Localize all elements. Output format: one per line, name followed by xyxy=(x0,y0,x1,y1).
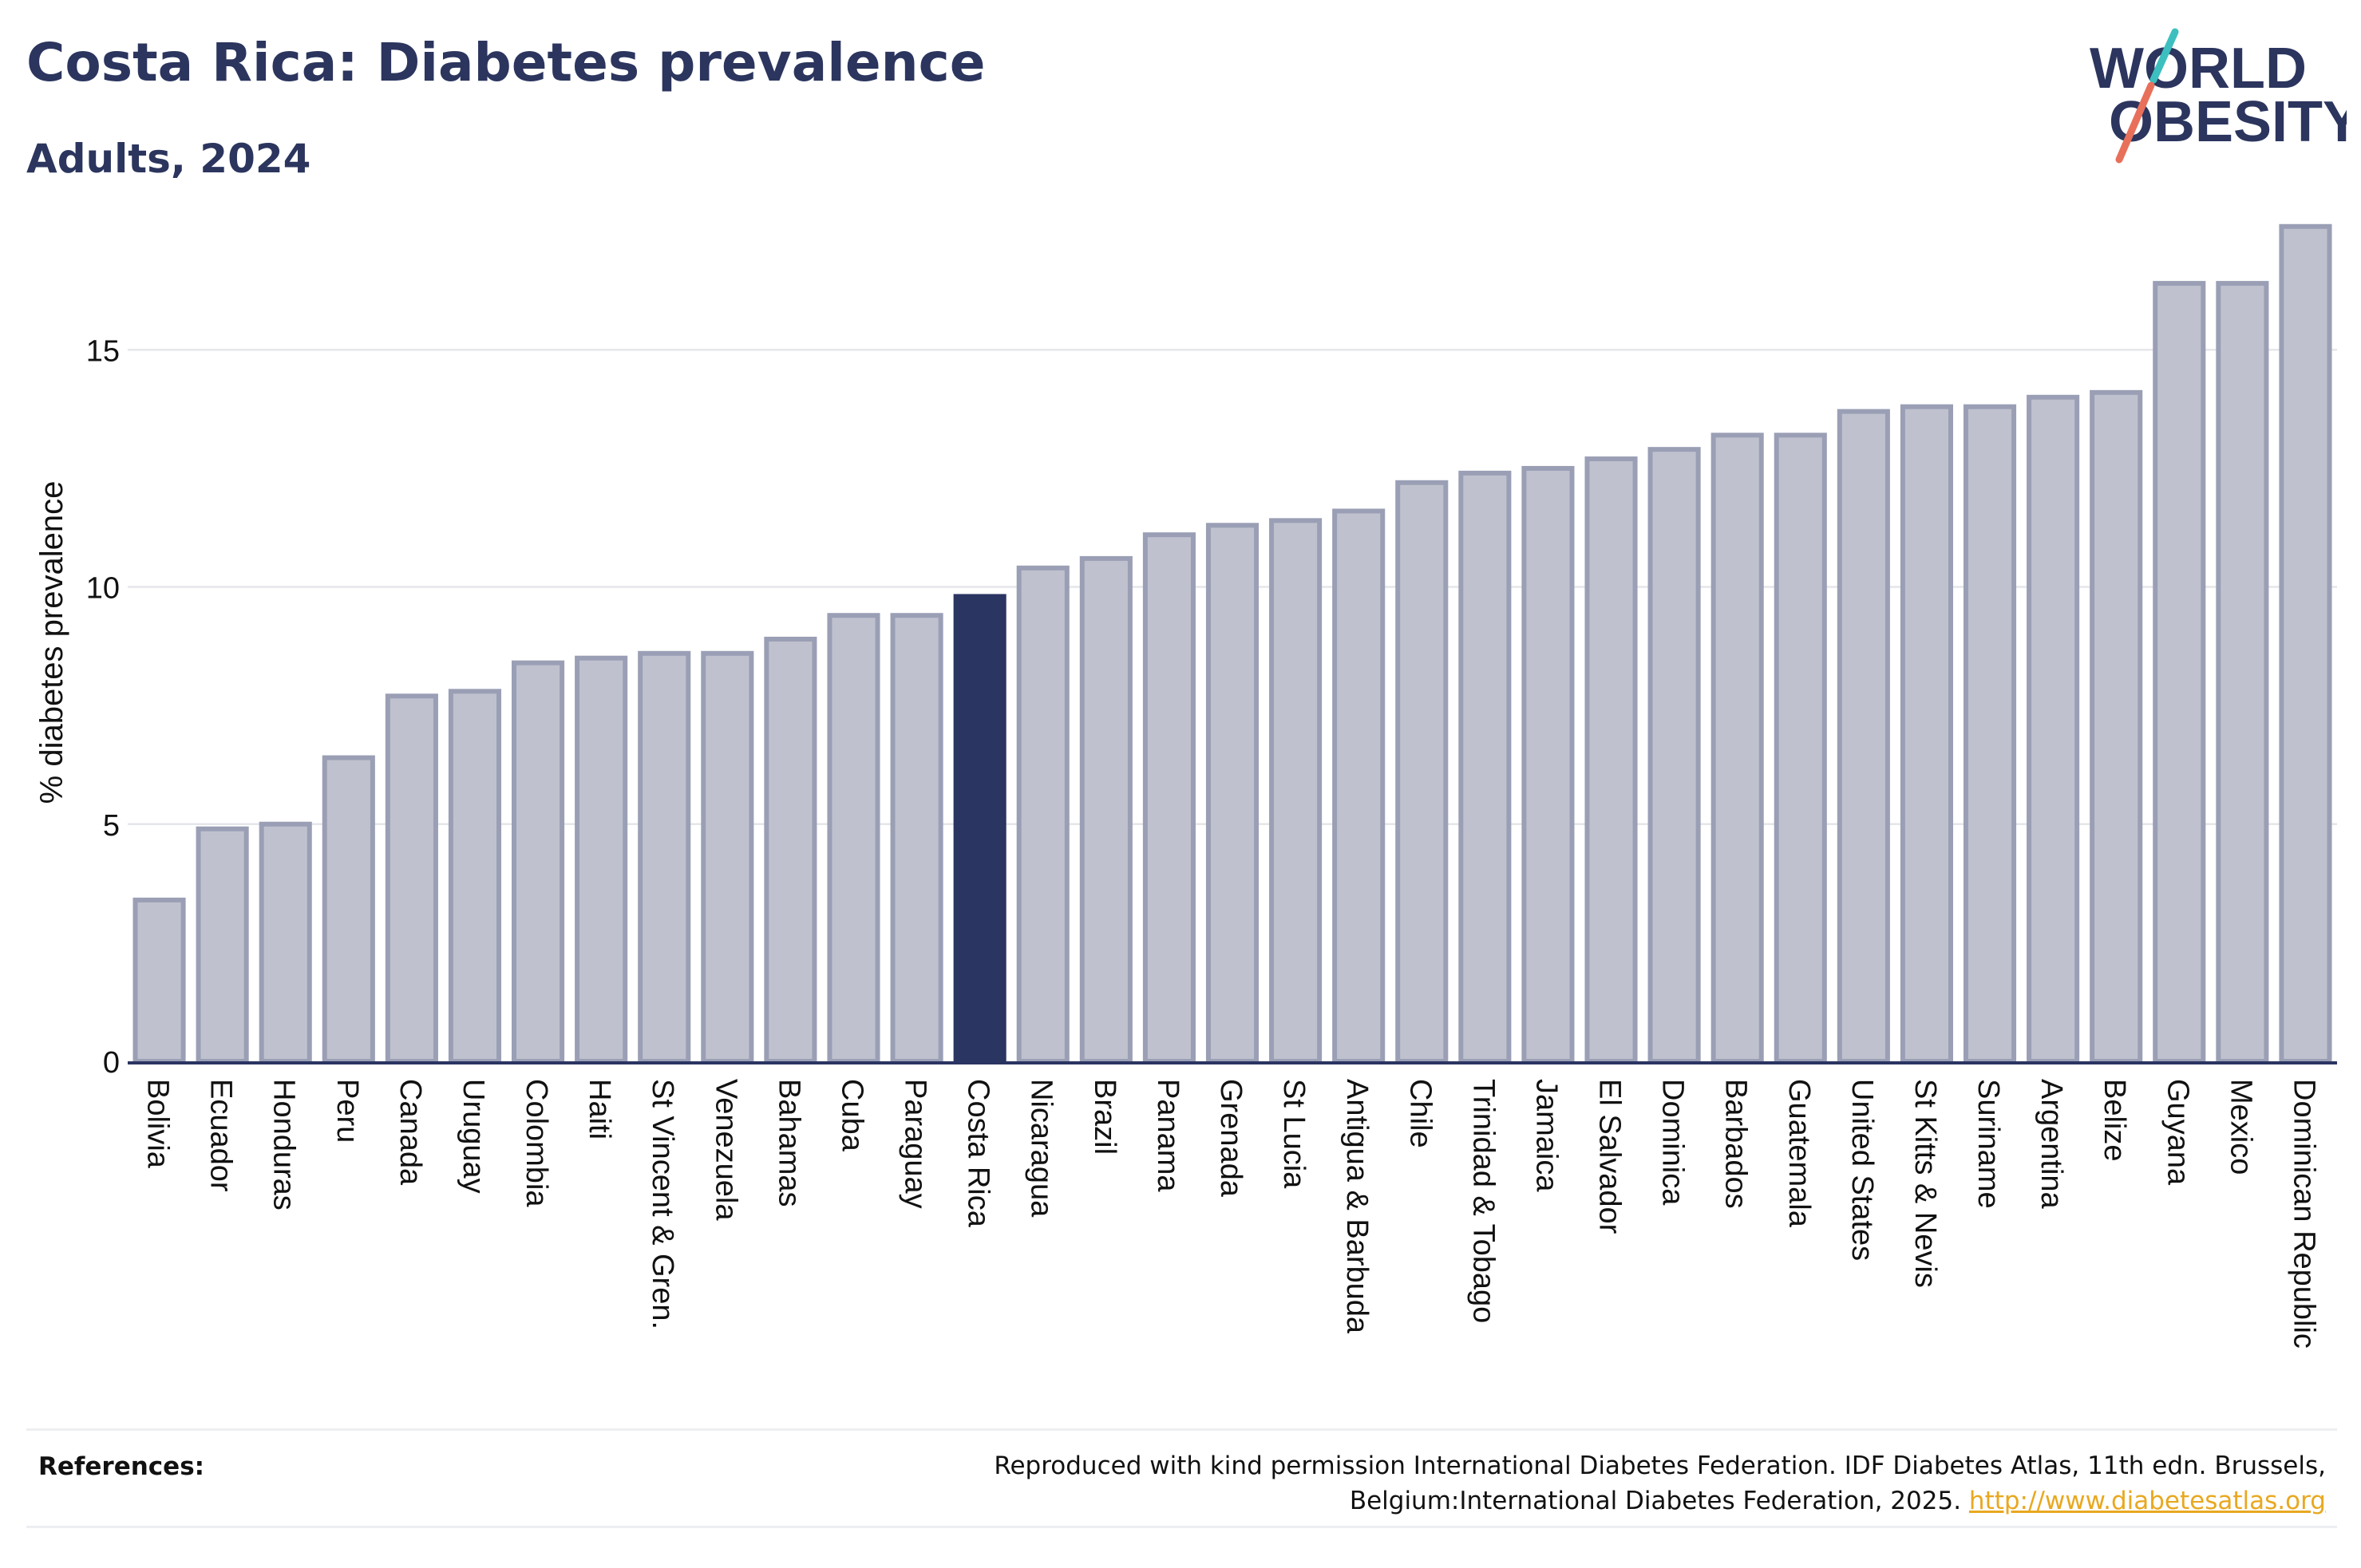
x-tick-label: Barbados xyxy=(1719,1079,1753,1209)
y-tick-label: 5 xyxy=(103,809,120,843)
x-axis: Bolivia Ecuador Honduras Peru Canada Uruguay C… xyxy=(128,1061,2337,1349)
logo-slash-teal xyxy=(2149,28,2179,84)
references-link[interactable]: http://www.diabetesatlas.org xyxy=(1968,1487,2326,1515)
bar-peru xyxy=(322,755,375,1064)
bar-dominica xyxy=(1647,447,1701,1064)
references-top-divider xyxy=(26,1428,2337,1431)
x-tick-label: Belize xyxy=(2098,1079,2131,1162)
bar-chile xyxy=(1395,480,1449,1064)
x-tick-label: Antigua & Barbuda xyxy=(1340,1079,1374,1334)
bar-cuba xyxy=(827,613,880,1064)
x-tick-label: Uruguay xyxy=(457,1079,490,1194)
x-tick-label: Peru xyxy=(330,1079,364,1143)
x-tick-label: Haiti xyxy=(583,1079,616,1139)
bar-bolivia xyxy=(132,897,186,1064)
bar-guyana xyxy=(2153,281,2206,1064)
bar-costa-rica xyxy=(953,594,1006,1064)
bar-colombia xyxy=(512,660,565,1064)
bar-mexico xyxy=(2216,281,2269,1064)
bar-nicaragua xyxy=(1016,565,1070,1064)
x-tick-label: Ecuador xyxy=(204,1079,238,1192)
chart-subtitle: Adults, 2024 xyxy=(26,136,311,182)
bar-united-states xyxy=(1837,409,1890,1064)
bar-belize xyxy=(2090,389,2143,1064)
y-tick-label: 15 xyxy=(86,334,120,368)
x-tick-label: Jamaica xyxy=(1529,1079,1563,1192)
x-tick-label: Guyana xyxy=(2161,1079,2194,1186)
chart-title: Costa Rica: Diabetes prevalence xyxy=(26,32,986,93)
x-tick-label: Bolivia xyxy=(141,1079,175,1169)
references-text: Reproduced with kind permission Internat… xyxy=(994,1451,2326,1515)
bar-honduras xyxy=(259,821,312,1064)
bar-suriname xyxy=(1963,404,2017,1064)
x-tick-label: Costa Rica xyxy=(962,1079,995,1228)
bar-trinidad-tobago xyxy=(1458,470,1512,1064)
x-tick-label: St Vincent & Gren. xyxy=(646,1079,679,1329)
x-tick-label: Guatemala xyxy=(1782,1079,1816,1228)
x-tick-label: Brazil xyxy=(1088,1079,1121,1155)
bar-st-kitts-nevis xyxy=(1900,404,1953,1064)
x-tick-label: Dominica xyxy=(1656,1079,1690,1206)
bar-venezuela xyxy=(701,650,754,1064)
bar-canada xyxy=(385,693,438,1064)
x-tick-label: El Salvador xyxy=(1593,1079,1627,1234)
bars xyxy=(132,223,2332,1064)
x-tick-label: Mexico xyxy=(2224,1079,2257,1175)
x-tick-label: Panama xyxy=(1151,1079,1184,1192)
y-tick-label: 10 xyxy=(86,572,120,606)
bar-ecuador xyxy=(196,826,249,1064)
x-tick-label: Honduras xyxy=(267,1079,301,1211)
x-tick-label: Canada xyxy=(394,1079,427,1186)
bar-grenada xyxy=(1205,523,1260,1064)
y-tick-label: 0 xyxy=(103,1046,120,1080)
x-tick-label: Grenada xyxy=(1214,1079,1248,1198)
logo-line2: OBESITY xyxy=(2109,90,2347,154)
x-tick-label: Cuba xyxy=(835,1079,868,1152)
bar-barbados xyxy=(1710,432,1764,1064)
y-axis-label: % diabetes prevalence xyxy=(34,481,69,804)
x-tick-label: Trinidad & Tobago xyxy=(1466,1079,1500,1323)
x-tick-label: Dominican Republic xyxy=(2287,1079,2320,1349)
bar-argentina xyxy=(2027,394,2080,1064)
x-tick-label: Nicaragua xyxy=(1025,1079,1058,1218)
bar-brazil xyxy=(1079,555,1133,1064)
x-tick-label: Bahamas xyxy=(772,1079,805,1207)
bar-antigua-barbuda xyxy=(1332,508,1386,1064)
references-bottom-divider xyxy=(26,1526,2337,1528)
x-tick-label: United States xyxy=(1845,1079,1879,1261)
bar-el-salvador xyxy=(1584,456,1638,1064)
bar-jamaica xyxy=(1521,465,1575,1064)
x-tick-label: Paraguay xyxy=(899,1079,932,1209)
x-tick-label: Suriname xyxy=(1971,1079,2005,1209)
bar-bahamas xyxy=(764,636,817,1064)
world-obesity-logo: WORLD OBESITY xyxy=(2090,28,2347,164)
x-tick-label: Argentina xyxy=(2035,1079,2068,1210)
bar-dominican-republic xyxy=(2279,223,2332,1064)
bar-guatemala xyxy=(1774,432,1827,1064)
x-tick-label: Colombia xyxy=(520,1079,553,1207)
logo-slash-coral xyxy=(2115,81,2155,164)
bar-uruguay xyxy=(448,689,502,1064)
y-axis: 0 5 10 15 xyxy=(86,334,120,1080)
x-tick-label: St Kitts & Nevis xyxy=(1908,1079,1942,1288)
references-label: References: xyxy=(38,1452,205,1481)
references-text-block: Reproduced with kind permission Internat… xyxy=(730,1448,2326,1519)
bar-panama xyxy=(1142,532,1196,1064)
bar-st-vincent-gren- xyxy=(638,650,691,1064)
bar-paraguay xyxy=(890,613,943,1064)
bar-st-lucia xyxy=(1269,518,1323,1064)
bar-chart: Bolivia Ecuador Honduras Peru Canada Uruguay C… xyxy=(34,223,2337,1349)
x-tick-label: Chile xyxy=(1403,1079,1437,1148)
x-tick-label: Venezuela xyxy=(709,1079,742,1221)
bar-haiti xyxy=(575,655,628,1064)
x-tick-label: St Lucia xyxy=(1277,1079,1311,1189)
logo-line1: WORLD xyxy=(2090,37,2307,101)
